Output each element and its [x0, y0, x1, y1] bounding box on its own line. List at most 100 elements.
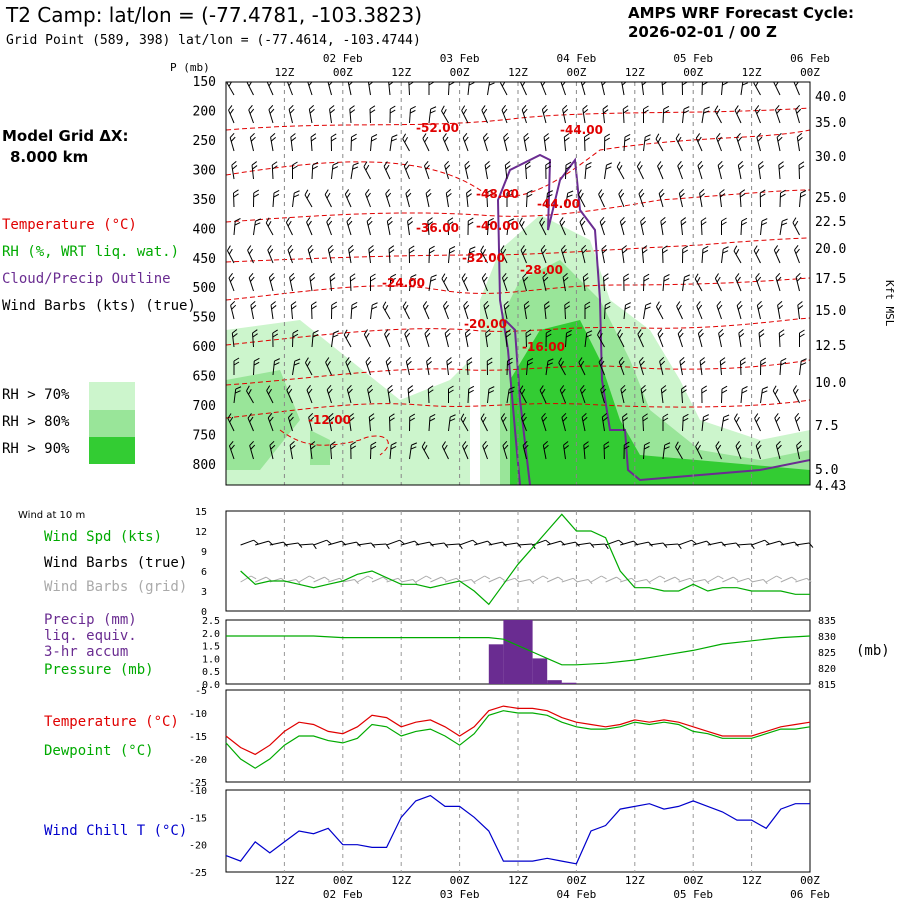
wind-barb: [565, 161, 572, 180]
windchill-tick: -10: [189, 786, 207, 797]
wind-barb: [500, 245, 508, 264]
wind-speed-line: [240, 513, 810, 606]
wind-barb: [267, 413, 274, 432]
wind-barb-grid: [459, 579, 476, 585]
wind-barb: [619, 216, 626, 236]
wind-barb: [388, 245, 395, 264]
wind-barb: [482, 132, 489, 152]
pressure-tick-label: 800: [193, 458, 216, 473]
temp-contour-label: -12.00: [308, 413, 351, 427]
wind-barb: [347, 82, 354, 96]
wind-barb: [467, 82, 475, 96]
time-label-top: 12Z: [508, 66, 528, 79]
kft-tick-label: 30.0: [815, 150, 846, 165]
wind-barb: [655, 301, 664, 320]
wind-barb: [389, 442, 397, 460]
wind-barbs-10m: [240, 539, 814, 585]
wind-barb: [755, 273, 762, 292]
wind-barb: [370, 273, 376, 291]
temp-contour-label: -44.00: [560, 123, 603, 137]
wind-barb: [442, 133, 449, 152]
temp-contour-labels: -52.00 -44.00 -48.00 -44.00 -36.00 -40.00 -32.…: [308, 121, 603, 427]
wind-barb: [427, 385, 434, 404]
wind-barb: [779, 218, 788, 236]
wind-barb: [326, 217, 333, 236]
time-label-top: 00Z: [333, 66, 353, 79]
wind-barb: [641, 245, 648, 264]
wind-barb-10m: [780, 541, 799, 547]
wind-barb: [584, 301, 591, 319]
wind-barb: [482, 441, 489, 460]
time-label-bottom: 00Z: [683, 874, 703, 887]
wind-barb: [422, 133, 430, 152]
wind-barb: [448, 414, 456, 432]
wind-barb: [715, 441, 722, 460]
wind-barb-grid: [254, 576, 272, 583]
wind-barb: [368, 413, 375, 432]
wind-barb: [350, 441, 357, 460]
wind-barb: [582, 105, 589, 124]
wind-barb: [464, 160, 471, 180]
wind-barb: [793, 82, 800, 96]
temp-contour-label: -24.00: [382, 276, 425, 290]
wind-barb: [774, 104, 781, 124]
wind-barb: [407, 217, 413, 236]
precip-tick: 2.0: [202, 629, 220, 640]
wind-barb: [701, 414, 709, 432]
wind-barb: [231, 329, 238, 348]
date-label-top: 02 Feb: [323, 52, 363, 65]
wind-barb: [721, 82, 728, 96]
wind-barb-10m: [751, 539, 770, 546]
wind-barb: [778, 329, 785, 348]
wind-barb: [581, 244, 588, 264]
wind-barb: [306, 385, 313, 404]
wind-barb-grid: [269, 577, 286, 583]
wind-barb: [542, 272, 549, 292]
wind-barb: [461, 273, 469, 292]
temp-contours: [226, 107, 810, 456]
wind-barb: [487, 217, 494, 236]
crosssection-frame: [225, 81, 811, 486]
wind-barb: [461, 105, 469, 124]
wind-barb: [326, 384, 333, 404]
wind-barb: [426, 357, 432, 376]
wind-barb: [640, 216, 647, 236]
wind-barb: [598, 357, 605, 376]
wind-barb: [309, 441, 316, 460]
legend-dewpoint: Dewpoint (°C): [44, 743, 154, 759]
wind-barb: [695, 441, 703, 460]
wind-barb: [760, 218, 768, 236]
wind-barb: [460, 413, 469, 432]
wind-barb: [329, 273, 336, 292]
pressure-tick-label: 300: [193, 163, 216, 178]
windchill-tick: -20: [189, 841, 207, 852]
wind-barb: [486, 357, 493, 376]
swatch-rh80: [89, 410, 135, 437]
precip-bar: [547, 680, 562, 684]
wind-barb: [733, 413, 742, 432]
wind-barb: [467, 217, 474, 236]
wind-barb: [600, 384, 607, 404]
wind-barbs-crosssection: [226, 82, 807, 460]
wind-barb-grid: [546, 576, 564, 583]
wind-barb: [662, 413, 669, 431]
wind-barb-grid: [313, 576, 330, 583]
precip-bar: [503, 620, 518, 684]
wind-barb: [565, 329, 572, 348]
wind-barb: [773, 245, 781, 264]
wind-barb: [735, 441, 742, 460]
wind-barb: [506, 218, 515, 236]
wind-barb: [740, 386, 748, 404]
wind-barb: [266, 82, 274, 96]
wind-barb: [618, 357, 625, 376]
wind-barb: [775, 272, 782, 292]
wind-barb: [425, 188, 432, 208]
wind-barb: [441, 441, 449, 460]
wind-barb: [233, 357, 240, 375]
wind-barb-10m: [298, 543, 317, 550]
wind-barb: [539, 217, 547, 236]
wind-barb: [231, 161, 238, 180]
wind-barb-10m: [415, 541, 434, 547]
wind-barb: [311, 301, 317, 320]
